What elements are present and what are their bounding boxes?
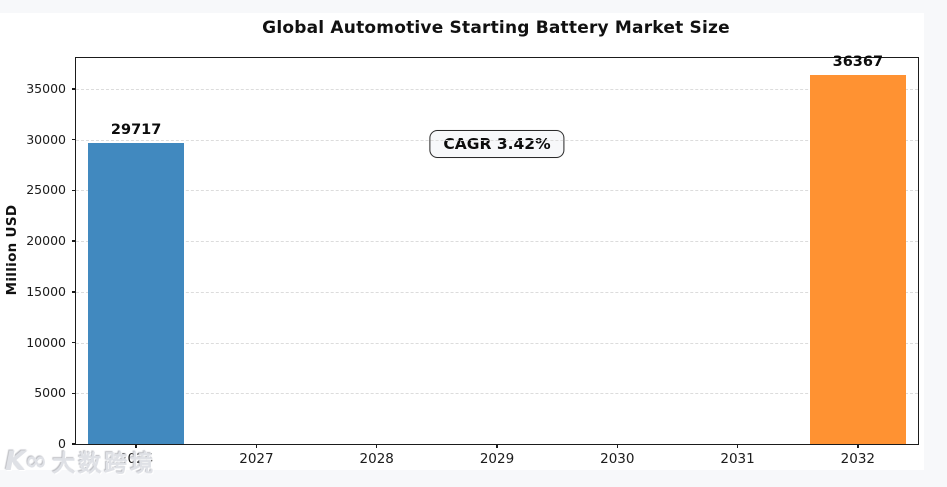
y-tick-label: 10000 [26,334,66,350]
bar-value-label: 36367 [832,54,884,71]
y-tick-label: 5000 [34,385,66,401]
y-axis-tick [72,88,76,90]
cagr-annotation: CAGR 3.42% [429,130,565,158]
bar-2032 [809,75,906,444]
x-axis-tick [616,444,618,448]
y-tick-label: 20000 [26,233,66,249]
chart-figure: Global Automotive Starting Battery Marke… [0,13,924,470]
y-axis-tick [72,291,76,293]
gridline [76,241,918,243]
x-tick-label: 2030 [600,451,635,467]
gridline [76,342,918,344]
bar-value-label: 29717 [110,121,162,138]
watermark-logo-icon: K∞ [5,445,47,477]
y-axis-label: Million USD [4,204,20,296]
gridline [76,291,918,293]
x-tick-label: 2026 [118,451,154,467]
y-axis-tick [72,341,76,344]
x-tick-label: 2031 [720,451,755,467]
x-axis-tick [135,444,137,448]
y-axis-tick [72,443,76,445]
y-axis-tick [72,189,76,192]
gridline [76,89,918,91]
y-tick-label: 30000 [26,131,66,147]
y-tick-label: 15000 [26,284,66,300]
watermark: K∞ 大数跨境 [5,444,156,478]
x-tick-label: 2032 [840,451,876,467]
x-tick-label: 2028 [359,451,394,467]
watermark-text: 大数跨境 [52,451,157,477]
x-tick-label: 2027 [239,451,274,467]
x-axis-tick [736,444,739,448]
y-axis-tick [72,240,76,242]
y-axis-tick [72,139,76,141]
x-axis-tick [496,444,498,448]
x-axis-tick [376,444,378,448]
y-tick-label: 0 [58,436,66,452]
x-tick-label: 2029 [479,451,515,467]
gridline [76,393,918,395]
y-tick-label: 25000 [26,182,66,198]
gridline [76,139,918,141]
y-axis-tick [72,392,76,394]
chart-title: Global Automotive Starting Battery Marke… [262,18,730,38]
x-axis-tick [255,444,258,448]
plot-area: CAGR 3.42% 0 5000 10000 15000 20000 25000 3000… [26,54,919,467]
bar-2026 [88,142,185,444]
x-axis-tick [857,444,859,448]
y-tick-label: 35000 [26,81,66,97]
gridline [76,190,918,192]
